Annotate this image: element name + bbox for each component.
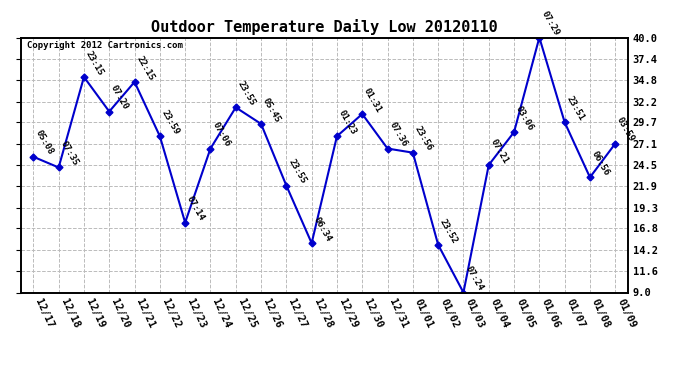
- Text: 07:21: 07:21: [489, 137, 510, 165]
- Text: 23:15: 23:15: [84, 49, 105, 77]
- Text: 01:23: 01:23: [337, 108, 358, 136]
- Text: 07:20: 07:20: [109, 84, 130, 111]
- Text: Copyright 2012 Cartronics.com: Copyright 2012 Cartronics.com: [27, 41, 183, 50]
- Text: 23:56: 23:56: [413, 125, 434, 153]
- Text: 07:29: 07:29: [540, 10, 560, 38]
- Text: 05:08: 05:08: [33, 129, 55, 157]
- Text: 07:14: 07:14: [185, 195, 206, 223]
- Text: 03:59: 03:59: [615, 116, 636, 144]
- Text: 01:31: 01:31: [362, 86, 384, 114]
- Text: 23:55: 23:55: [236, 80, 257, 107]
- Text: 07:06: 07:06: [210, 121, 232, 148]
- Text: 05:45: 05:45: [261, 96, 282, 124]
- Text: 06:34: 06:34: [312, 215, 333, 243]
- Text: 23:52: 23:52: [438, 217, 460, 245]
- Text: 23:55: 23:55: [286, 158, 308, 186]
- Text: 03:06: 03:06: [514, 104, 535, 132]
- Text: 07:24: 07:24: [464, 265, 484, 292]
- Text: 23:59: 23:59: [160, 108, 181, 136]
- Text: 23:51: 23:51: [564, 94, 586, 122]
- Text: 07:35: 07:35: [59, 140, 80, 168]
- Text: 07:36: 07:36: [388, 121, 408, 148]
- Text: 22:15: 22:15: [135, 54, 156, 82]
- Text: 06:56: 06:56: [590, 150, 611, 177]
- Title: Outdoor Temperature Daily Low 20120110: Outdoor Temperature Daily Low 20120110: [151, 19, 497, 35]
